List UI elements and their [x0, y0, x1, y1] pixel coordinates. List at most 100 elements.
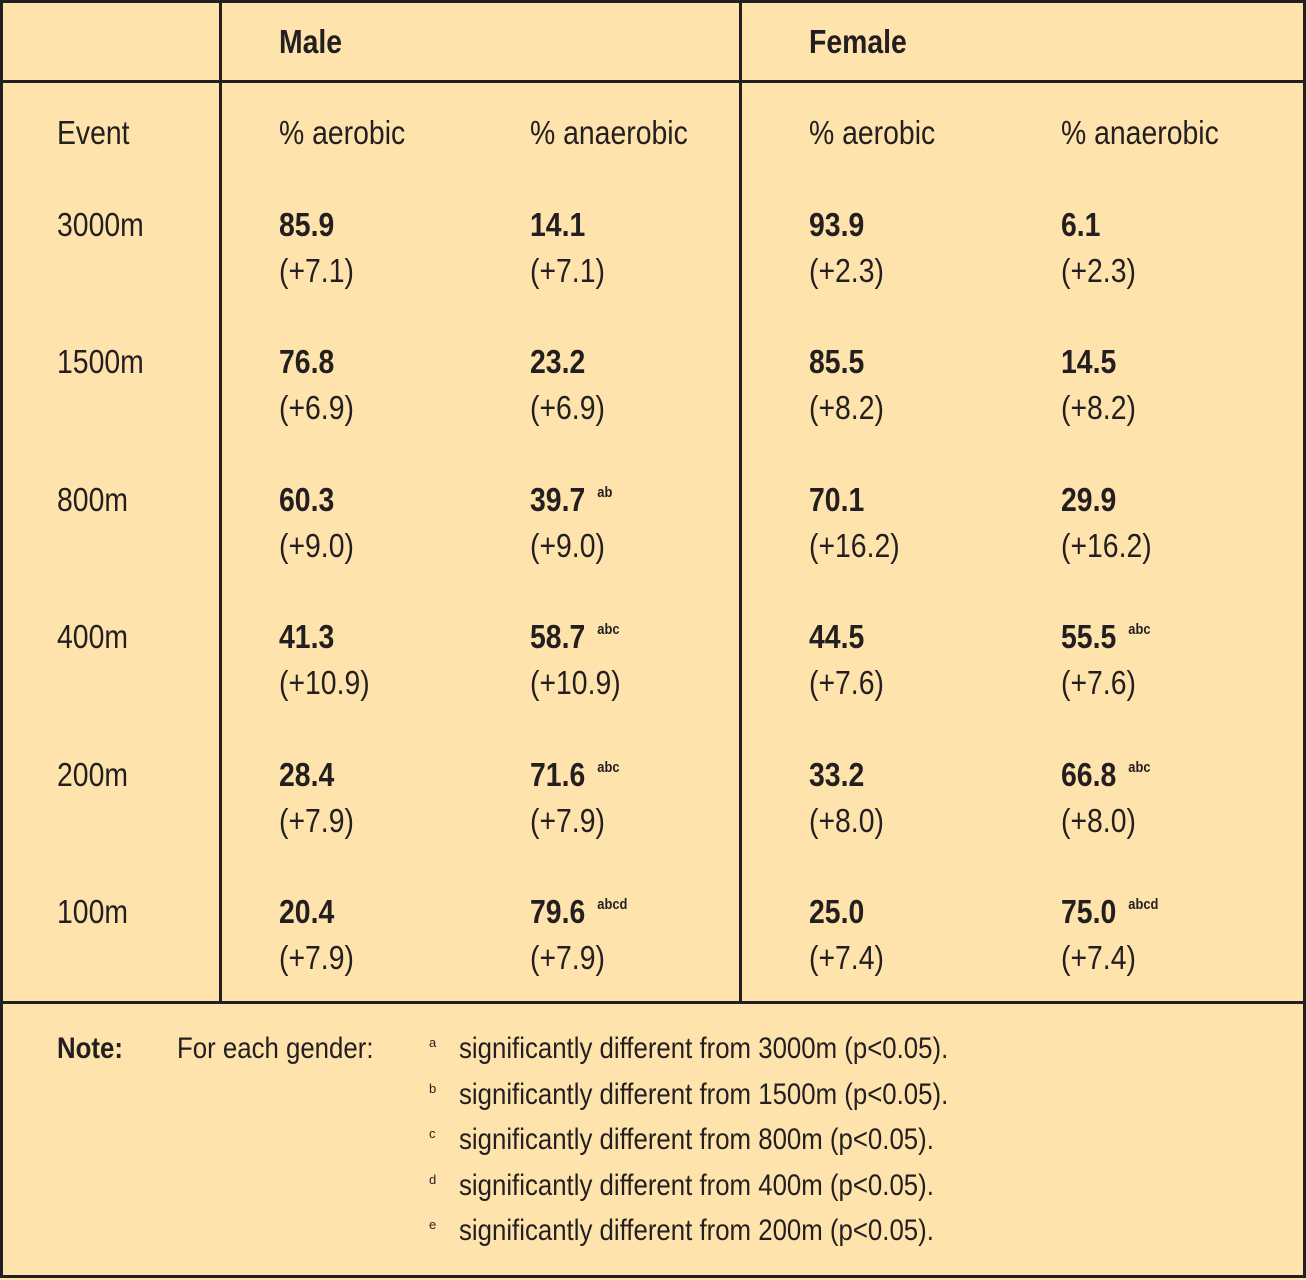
sd-cell: (+7.9): [279, 802, 354, 839]
footnote-text: significantly different from 400m (p<0.0…: [459, 1169, 934, 1202]
value-text: 85.9: [279, 206, 335, 243]
value-text: 29.9: [1061, 481, 1117, 518]
value-text: 6.1: [1061, 206, 1101, 243]
sd-cell: (+8.2): [1061, 389, 1136, 426]
value-cell: 75.0 abcd: [1061, 895, 1158, 928]
value-cell: 70.1: [809, 483, 864, 516]
value-cell: 14.1: [530, 208, 585, 241]
value-text: 55.5: [1061, 618, 1117, 655]
sd-cell: (+2.3): [809, 252, 884, 289]
sd-cell: (+6.9): [530, 389, 605, 426]
value-text: 28.4: [279, 756, 335, 793]
column-header-female-aerobic: % aerobic: [809, 114, 936, 151]
value-text: 79.6: [530, 893, 586, 930]
value-cell: 66.8 abc: [1061, 758, 1151, 791]
column-header-male-aerobic: % aerobic: [279, 114, 406, 151]
column-header-event: Event: [57, 114, 130, 151]
value-cell: 25.0: [809, 895, 864, 928]
sd-cell: (+7.1): [530, 252, 605, 289]
value-cell: 44.5: [809, 620, 864, 653]
value-text: 85.5: [809, 343, 865, 380]
value-text: 23.2: [530, 343, 586, 380]
sd-cell: (+16.2): [809, 527, 900, 564]
footnote-text: significantly different from 3000m (p<0.…: [459, 1032, 949, 1065]
sd-cell: (+7.1): [279, 252, 354, 289]
value-cell: 20.4: [279, 895, 334, 928]
footnote-marker: c: [429, 1126, 436, 1141]
value-text: 70.1: [809, 481, 865, 518]
value-text: 41.3: [279, 618, 335, 655]
value-text: 14.5: [1061, 343, 1117, 380]
value-cell: 93.9: [809, 208, 864, 241]
sd-cell: (+8.2): [809, 389, 884, 426]
column-divider-event: [219, 3, 222, 1004]
significance-marker: abc: [597, 759, 620, 776]
footnote-text: significantly different from 1500m (p<0.…: [459, 1078, 949, 1111]
value-cell: 85.5: [809, 345, 864, 378]
sd-cell: (+6.9): [279, 389, 354, 426]
value-cell: 41.3: [279, 620, 334, 653]
sd-cell: (+7.9): [530, 802, 605, 839]
sd-cell: (+7.9): [530, 939, 605, 976]
footnote-text: significantly different from 800m (p<0.0…: [459, 1123, 934, 1156]
value-cell: 23.2: [530, 345, 585, 378]
sd-cell: (+9.0): [530, 527, 605, 564]
value-text: 33.2: [809, 756, 865, 793]
value-cell: 14.5: [1061, 345, 1116, 378]
significance-marker: abc: [597, 621, 620, 638]
value-cell: 39.7 ab: [530, 483, 612, 516]
value-text: 93.9: [809, 206, 865, 243]
column-header-male-anaerobic: % anaerobic: [530, 114, 688, 151]
group-header-male: Male: [279, 23, 343, 60]
note-intro: For each gender:: [177, 1032, 374, 1065]
sd-cell: (+7.6): [809, 664, 884, 701]
sd-cell: (+7.4): [809, 939, 884, 976]
sd-cell: (+10.9): [530, 664, 621, 701]
value-cell: 6.1: [1061, 208, 1100, 241]
column-divider-gender: [739, 3, 742, 1004]
significance-marker: abc: [1128, 621, 1151, 638]
significance-marker: abcd: [1128, 896, 1159, 913]
sd-cell: (+7.6): [1061, 664, 1136, 701]
event-cell: 800m: [57, 481, 129, 518]
value-cell: 71.6 abc: [530, 758, 620, 791]
value-cell: 85.9: [279, 208, 334, 241]
sd-cell: (+8.0): [809, 802, 884, 839]
value-text: 71.6: [530, 756, 586, 793]
value-cell: 33.2: [809, 758, 864, 791]
value-text: 39.7: [530, 481, 586, 518]
footnote-marker: e: [429, 1217, 437, 1232]
value-cell: 76.8: [279, 345, 334, 378]
value-cell: 60.3: [279, 483, 334, 516]
footnote-text: significantly different from 200m (p<0.0…: [459, 1214, 934, 1247]
value-cell: 79.6 abcd: [530, 895, 627, 928]
header-divider: [3, 80, 1306, 83]
value-text: 60.3: [279, 481, 335, 518]
value-cell: 29.9: [1061, 483, 1116, 516]
footnote-marker: b: [429, 1081, 437, 1096]
footnote-marker: d: [429, 1172, 437, 1187]
significance-marker: ab: [597, 484, 613, 501]
sd-cell: (+7.9): [279, 939, 354, 976]
footnote-marker: a: [429, 1035, 437, 1050]
value-text: 76.8: [279, 343, 335, 380]
sd-cell: (+8.0): [1061, 802, 1136, 839]
event-cell: 1500m: [57, 343, 144, 380]
value-text: 75.0: [1061, 893, 1117, 930]
significance-marker: abc: [1128, 759, 1151, 776]
sd-cell: (+7.4): [1061, 939, 1136, 976]
value-cell: 28.4: [279, 758, 334, 791]
sd-cell: (+2.3): [1061, 252, 1136, 289]
value-text: 58.7: [530, 618, 586, 655]
value-cell: 58.7 abc: [530, 620, 620, 653]
value-text: 20.4: [279, 893, 335, 930]
group-header-female: Female: [809, 23, 907, 60]
sd-cell: (+9.0): [279, 527, 354, 564]
sd-cell: (+16.2): [1061, 527, 1152, 564]
event-cell: 3000m: [57, 206, 144, 243]
note-divider: [3, 1001, 1306, 1004]
value-text: 25.0: [809, 893, 865, 930]
value-text: 66.8: [1061, 756, 1117, 793]
sd-cell: (+10.9): [279, 664, 370, 701]
